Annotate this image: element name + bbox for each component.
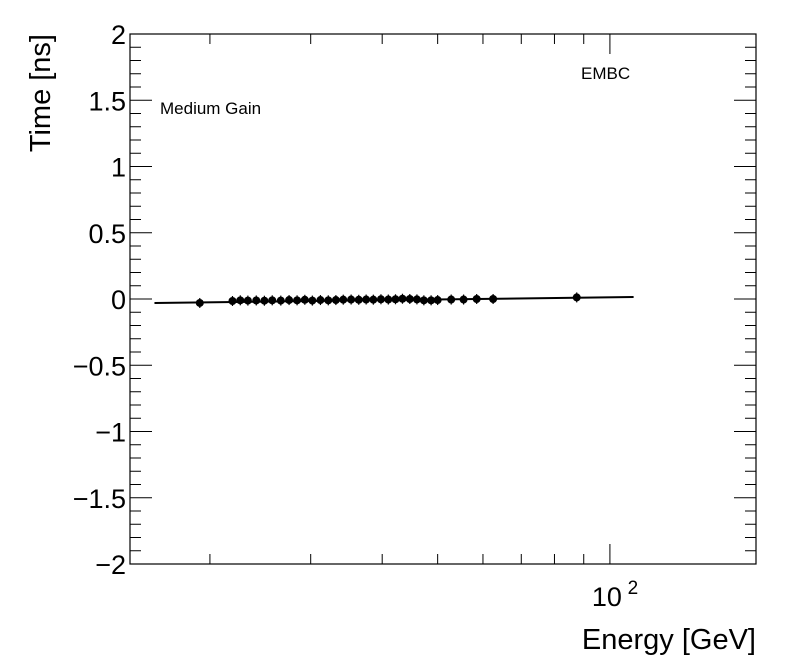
x-axis-title: Energy [GeV] xyxy=(582,624,756,656)
data-point xyxy=(260,296,269,305)
data-point xyxy=(252,296,261,305)
annotation-embc: EMBC xyxy=(581,64,630,83)
data-point xyxy=(195,298,204,307)
data-point xyxy=(243,296,252,305)
annotation-medium-gain: Medium Gain xyxy=(160,99,261,118)
y-tick-label: −1.5 xyxy=(73,484,126,514)
data-point xyxy=(347,295,356,304)
data-point xyxy=(268,296,277,305)
data-point xyxy=(236,296,245,305)
data-point xyxy=(412,295,421,304)
tick-labels-group: 2 1.5 1 0.5 0 −0.5 −1 −1.5 −2 10 2 xyxy=(73,20,639,612)
data-point xyxy=(376,295,385,304)
data-point xyxy=(228,296,237,305)
data-point xyxy=(339,295,348,304)
y-tick-label: 0.5 xyxy=(88,219,126,249)
data-point xyxy=(427,296,436,305)
data-points-group xyxy=(195,292,581,308)
data-point xyxy=(391,295,400,304)
data-point xyxy=(362,295,371,304)
data-point xyxy=(324,296,333,305)
data-point xyxy=(419,296,428,305)
data-point xyxy=(369,295,378,304)
x-tick-label: 10 xyxy=(592,582,622,612)
data-point xyxy=(308,296,317,305)
data-point xyxy=(472,295,481,303)
data-point xyxy=(300,295,309,304)
y-tick-label: 1.5 xyxy=(88,86,126,116)
y-tick-label: 0 xyxy=(111,285,126,315)
data-point xyxy=(354,295,363,304)
data-point xyxy=(447,295,456,304)
x-tick-label-exponent: 2 xyxy=(628,578,639,599)
y-tick-label: −0.5 xyxy=(73,351,126,381)
data-point xyxy=(285,296,294,305)
y-axis-title: Time [ns] xyxy=(25,34,57,152)
data-point xyxy=(459,295,468,304)
y-tick-label: 2 xyxy=(111,20,126,50)
data-point xyxy=(572,293,581,302)
axis-ticks-group xyxy=(130,33,756,565)
data-point xyxy=(384,295,393,304)
data-point xyxy=(331,296,340,305)
data-point xyxy=(398,294,407,303)
data-point xyxy=(293,296,302,305)
data-point xyxy=(276,296,285,305)
y-tick-label: 1 xyxy=(111,153,126,183)
data-point xyxy=(489,295,498,303)
data-point xyxy=(316,296,325,305)
data-point xyxy=(433,296,442,305)
data-point xyxy=(405,295,414,303)
y-tick-label: −1 xyxy=(95,418,126,448)
y-tick-label: −2 xyxy=(95,550,126,580)
